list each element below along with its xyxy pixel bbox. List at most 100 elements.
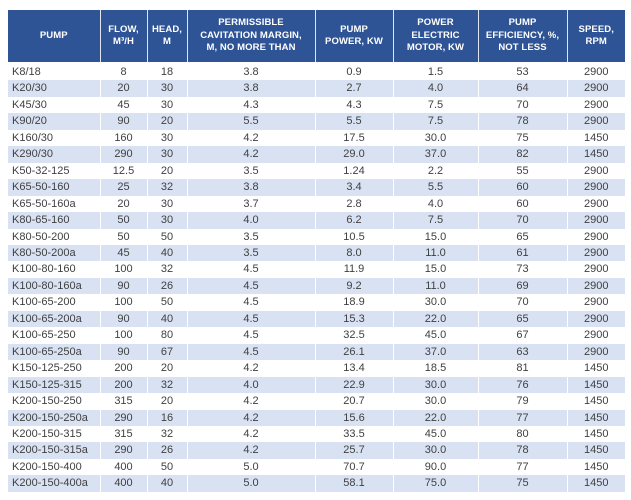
cell-eff: 61 <box>478 244 568 262</box>
cell-margin: 5.0 <box>187 458 316 476</box>
cell-pump: K150-125-315 <box>8 376 101 394</box>
cell-head: 50 <box>147 228 188 245</box>
cell-speed: 2900 <box>584 98 609 111</box>
cell-margin: 4.0 <box>187 376 316 394</box>
cell-motor: 30.0 <box>393 376 479 394</box>
table-header: PUMP FLOW, M³/H HEAD, M PERMISSIBLE CAVITAT… <box>8 10 625 64</box>
cell-eff: 69 <box>478 277 568 295</box>
table-row: K150-125-315 200 32 4.0 22.9 30.0 76 1450 <box>8 376 625 394</box>
cell-pump: K200-150-250a <box>8 409 101 426</box>
cell-speed: 2900 <box>584 82 609 95</box>
column-header-power: PUMP POWER, KW <box>315 10 394 64</box>
cell-speed: 2900 <box>584 230 609 243</box>
cell-flow: 45 <box>100 96 148 114</box>
cell-head: 30 <box>147 96 188 114</box>
cell-margin: 4.5 <box>187 294 316 311</box>
cell-eff: 76 <box>478 376 568 394</box>
cell-motor: 15.0 <box>393 228 479 245</box>
table-row: K290/30 290 30 4.2 29.0 37.0 82 1450 <box>8 146 625 163</box>
cell-power: 58.1 <box>315 475 394 492</box>
cell-margin: 3.5 <box>187 244 316 262</box>
cell-flow: 50 <box>100 212 148 229</box>
table-row: K200-150-400a 400 40 5.0 58.1 75.0 75 1450 <box>8 475 625 492</box>
cell-margin: 4.5 <box>187 310 316 328</box>
cell-flow: 12.5 <box>100 162 148 180</box>
cell-pump: K100-65-200a <box>8 310 101 328</box>
cell-head: 16 <box>147 409 188 426</box>
table-row: K100-65-250 100 80 4.5 32.5 45.0 67 2900 <box>8 327 625 344</box>
cell-motor: 18.5 <box>393 360 479 377</box>
cell-flow: 100 <box>100 294 148 311</box>
cell-motor: 5.5 <box>393 179 479 196</box>
cell-speed: 2900 <box>584 115 609 128</box>
cell-eff: 60 <box>478 179 568 196</box>
cell-pump: K200-150-315a <box>8 442 101 459</box>
table-row: K100-65-250a 90 67 4.5 26.1 37.0 63 2900 <box>8 343 625 361</box>
cell-eff: 73 <box>478 261 568 278</box>
cell-margin: 3.7 <box>187 195 316 213</box>
cell-speed: 2900 <box>584 263 609 276</box>
cell-power: 1.24 <box>315 162 394 180</box>
cell-eff: 82 <box>478 146 568 163</box>
cell-head: 32 <box>147 425 188 443</box>
column-header-eff: PUMP EFFICIENCY, %, NOT LESS <box>478 10 568 64</box>
cell-pump: K200-150-250 <box>8 393 101 410</box>
cell-power: 26.1 <box>315 343 394 361</box>
cell-motor: 30.0 <box>393 442 479 459</box>
cell-motor: 11.0 <box>393 244 479 262</box>
cell-power: 70.7 <box>315 458 394 476</box>
header-row: PUMP FLOW, M³/H HEAD, M PERMISSIBLE CAVITAT… <box>8 10 625 64</box>
cell-margin: 4.5 <box>187 327 316 344</box>
cell-power: 15.6 <box>315 409 394 426</box>
cell-motor: 4.0 <box>393 195 479 213</box>
cell-head: 26 <box>147 442 188 459</box>
cell-speed: 2900 <box>584 246 609 259</box>
cell-power: 4.3 <box>315 96 394 114</box>
cell-head: 50 <box>147 294 188 311</box>
cell-motor: 7.5 <box>393 113 479 130</box>
cell-speed: 2900 <box>584 312 609 325</box>
cell-head: 20 <box>147 360 188 377</box>
column-header-pump: PUMP <box>8 10 101 64</box>
cell-motor: 22.0 <box>393 409 479 426</box>
cell-eff: 70 <box>478 212 568 229</box>
cell-speed: 1450 <box>584 427 609 440</box>
cell-speed: 1450 <box>584 411 609 424</box>
cell-head: 32 <box>147 179 188 196</box>
cell-power: 22.9 <box>315 376 394 394</box>
cell-head: 20 <box>147 162 188 180</box>
cell-power: 8.0 <box>315 244 394 262</box>
cell-margin: 3.5 <box>187 228 316 245</box>
table-row: K90/20 90 20 5.5 5.5 7.5 78 2900 <box>8 113 625 130</box>
cell-speed: 1450 <box>584 460 609 473</box>
cell-speed: 2900 <box>584 197 609 210</box>
cell-speed: 1450 <box>584 362 609 375</box>
cell-power: 2.7 <box>315 80 394 97</box>
cell-flow: 290 <box>100 146 148 163</box>
cell-motor: 7.5 <box>393 212 479 229</box>
cell-pump: K65-50-160a <box>8 195 101 213</box>
column-header-margin: PERMISSIBLE CAVITATION MARGIN, M, NO MOR… <box>187 10 316 64</box>
cell-margin: 4.2 <box>187 393 316 410</box>
cell-margin: 4.2 <box>187 442 316 459</box>
cell-motor: 15.0 <box>393 261 479 278</box>
cell-motor: 30.0 <box>393 129 479 147</box>
cell-power: 10.5 <box>315 228 394 245</box>
cell-pump: K100-80-160 <box>8 261 101 278</box>
cell-margin: 4.2 <box>187 409 316 426</box>
cell-head: 30 <box>147 80 188 97</box>
cell-head: 80 <box>147 327 188 344</box>
table-row: K200-150-250 315 20 4.2 20.7 30.0 79 1450 <box>8 393 625 410</box>
cell-head: 32 <box>147 261 188 278</box>
cell-flow: 50 <box>100 228 148 245</box>
table-row: K200-150-315 315 32 4.2 33.5 45.0 80 1450 <box>8 425 625 443</box>
cell-flow: 400 <box>100 475 148 492</box>
cell-power: 32.5 <box>315 327 394 344</box>
cell-speed: 1450 <box>584 131 609 144</box>
table-row: K100-80-160 100 32 4.5 11.9 15.0 73 2900 <box>8 261 625 278</box>
table-row: K50-32-125 12.5 20 3.5 1.24 2.2 55 2900 <box>8 162 625 180</box>
cell-eff: 77 <box>478 409 568 426</box>
table-row: K200-150-400 400 50 5.0 70.7 90.0 77 1450 <box>8 458 625 476</box>
cell-power: 20.7 <box>315 393 394 410</box>
